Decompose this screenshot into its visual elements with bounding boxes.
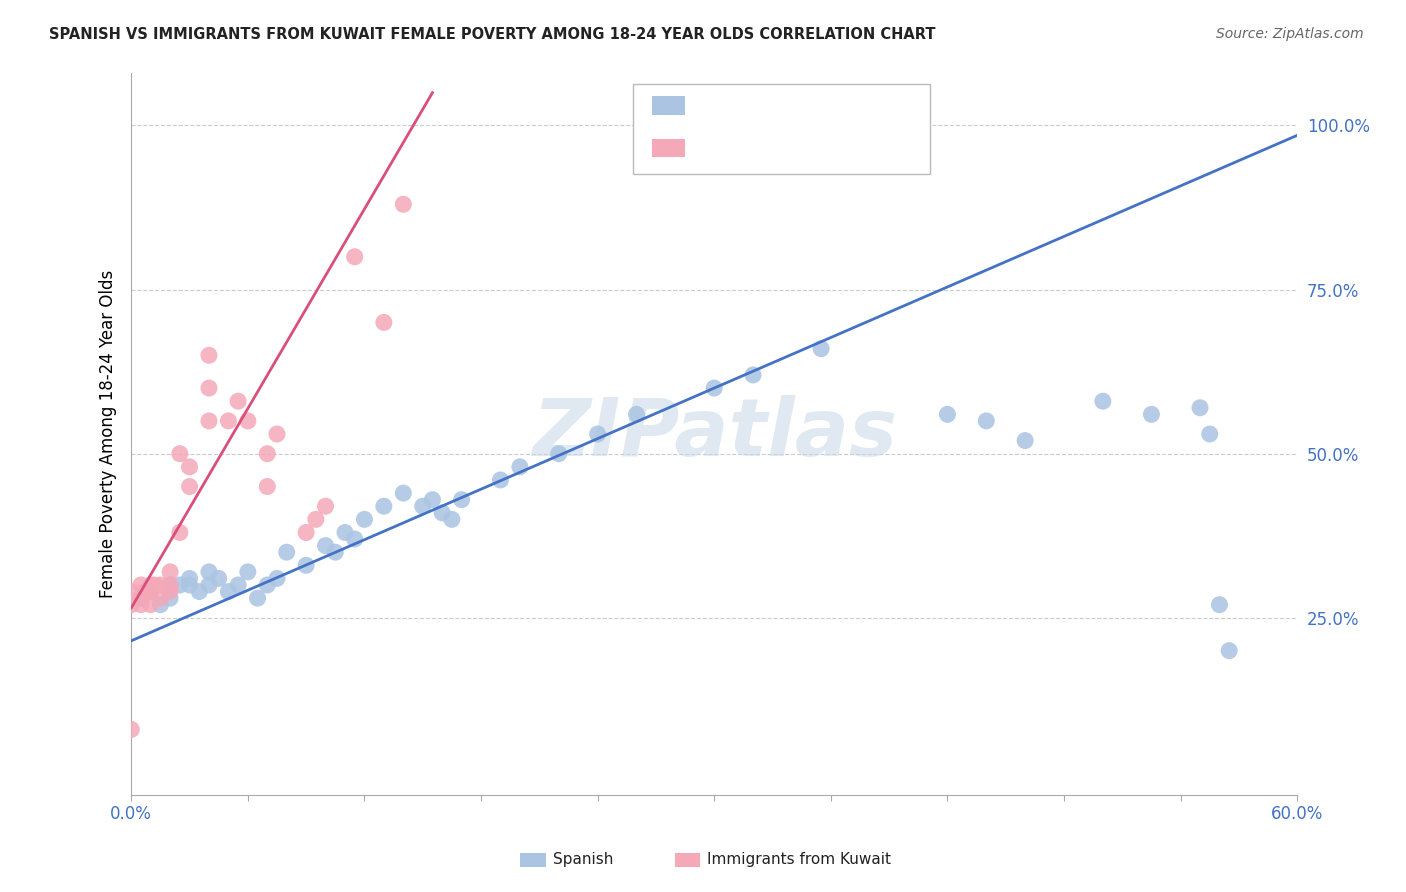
Point — [169, 578, 191, 592]
Point — [392, 486, 415, 500]
Point — [129, 591, 152, 606]
Point — [169, 447, 191, 461]
Point — [198, 381, 221, 395]
Point — [159, 584, 181, 599]
Point — [179, 578, 201, 592]
Point — [149, 598, 172, 612]
Point — [159, 578, 181, 592]
Point — [198, 565, 221, 579]
Point — [226, 578, 249, 592]
Text: ZIPatlas: ZIPatlas — [531, 395, 897, 473]
Point — [1091, 394, 1114, 409]
Point — [188, 584, 211, 599]
Point — [139, 578, 162, 592]
Point — [149, 578, 172, 592]
Text: Immigrants from Kuwait: Immigrants from Kuwait — [707, 853, 891, 867]
Point — [256, 447, 278, 461]
FancyBboxPatch shape — [633, 84, 929, 174]
Point — [198, 414, 221, 428]
Point — [430, 506, 453, 520]
Point — [315, 539, 337, 553]
Point — [323, 545, 346, 559]
Point — [936, 407, 959, 421]
Point — [1189, 401, 1212, 415]
Point — [333, 525, 356, 540]
Point — [256, 578, 278, 592]
Point — [266, 571, 288, 585]
Point — [179, 571, 201, 585]
Text: Spanish: Spanish — [553, 853, 613, 867]
Point — [974, 414, 997, 428]
Point — [305, 512, 328, 526]
Point — [226, 394, 249, 409]
Point — [236, 565, 259, 579]
Point — [129, 591, 152, 606]
Point — [392, 197, 415, 211]
FancyBboxPatch shape — [652, 138, 685, 158]
Point — [276, 545, 298, 559]
Point — [169, 525, 191, 540]
Point — [353, 512, 375, 526]
Point — [236, 414, 259, 428]
Point — [129, 598, 152, 612]
Text: R = 0.481    N = 49: R = 0.481 N = 49 — [697, 96, 887, 114]
Point — [217, 584, 239, 599]
Point — [179, 459, 201, 474]
Point — [315, 500, 337, 514]
Text: R = 0.610    N = 35: R = 0.610 N = 35 — [697, 139, 887, 157]
Point — [139, 598, 162, 612]
Point — [134, 584, 156, 599]
Point — [450, 492, 472, 507]
Text: Source: ZipAtlas.com: Source: ZipAtlas.com — [1216, 27, 1364, 41]
Point — [373, 500, 395, 514]
Point — [509, 459, 531, 474]
Point — [412, 500, 434, 514]
Point — [295, 558, 318, 573]
Point — [586, 427, 609, 442]
Point — [742, 368, 765, 382]
Point — [266, 427, 288, 442]
Point — [120, 723, 142, 737]
Point — [703, 381, 725, 395]
Point — [373, 315, 395, 329]
Point — [547, 447, 569, 461]
Point — [159, 591, 181, 606]
Point — [179, 479, 201, 493]
FancyBboxPatch shape — [652, 96, 685, 115]
Point — [1218, 643, 1240, 657]
Point — [343, 250, 366, 264]
Point — [208, 571, 231, 585]
Point — [159, 565, 181, 579]
Point — [489, 473, 512, 487]
Point — [129, 578, 152, 592]
Point — [440, 512, 463, 526]
Point — [139, 584, 162, 599]
Text: SPANISH VS IMMIGRANTS FROM KUWAIT FEMALE POVERTY AMONG 18-24 YEAR OLDS CORRELATI: SPANISH VS IMMIGRANTS FROM KUWAIT FEMALE… — [49, 27, 936, 42]
Point — [1198, 427, 1220, 442]
Point — [217, 414, 239, 428]
Point — [198, 348, 221, 362]
Point — [159, 578, 181, 592]
Point — [1140, 407, 1163, 421]
Point — [256, 479, 278, 493]
Point — [422, 492, 444, 507]
Point — [143, 578, 166, 592]
Point — [1014, 434, 1036, 448]
Point — [626, 407, 648, 421]
Point — [810, 342, 832, 356]
Point — [139, 584, 162, 599]
Y-axis label: Female Poverty Among 18-24 Year Olds: Female Poverty Among 18-24 Year Olds — [100, 270, 117, 599]
Point — [120, 598, 142, 612]
Point — [295, 525, 318, 540]
Point — [1208, 598, 1230, 612]
Point — [149, 591, 172, 606]
Point — [343, 532, 366, 546]
Point — [198, 578, 221, 592]
Point — [246, 591, 269, 606]
Point — [120, 584, 142, 599]
